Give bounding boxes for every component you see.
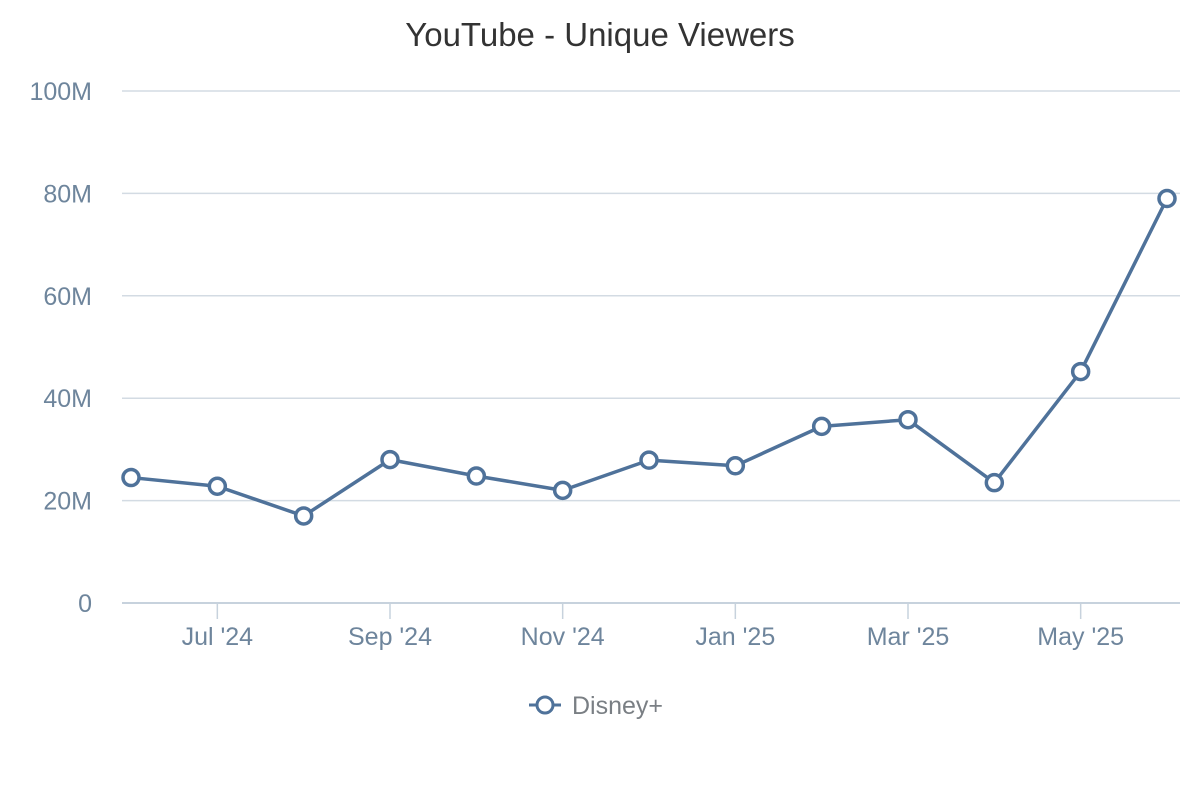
y-tick-label: 100M <box>29 78 92 106</box>
data-point[interactable] <box>380 449 400 470</box>
y-tick-label: 0 <box>78 590 92 618</box>
y-tick-label: 60M <box>43 283 92 311</box>
legend-item-label: Disney+ <box>572 692 663 720</box>
legend[interactable]: Disney+ <box>529 692 663 720</box>
data-point[interactable] <box>1070 361 1091 382</box>
gridlines <box>122 90 1180 604</box>
y-tick-label: 40M <box>43 385 92 413</box>
data-point[interactable] <box>811 416 832 437</box>
data-point[interactable] <box>466 466 487 486</box>
data-point[interactable] <box>984 472 1005 493</box>
x-tick-label: May '25 <box>1037 623 1124 651</box>
x-tick-label: Mar '25 <box>867 623 950 651</box>
y-tick-label: 20M <box>43 488 92 516</box>
data-point[interactable] <box>639 450 659 470</box>
series-layer <box>121 188 1177 526</box>
y-tick-label: 80M <box>43 180 92 208</box>
data-point[interactable] <box>293 506 314 526</box>
x-tick-label: Jul '24 <box>182 623 254 651</box>
x-tick-label: Sep '24 <box>348 623 432 651</box>
chart-title: YouTube - Unique Viewers <box>405 16 795 53</box>
x-tick-label: Nov '24 <box>521 623 605 651</box>
data-point[interactable] <box>898 409 918 430</box>
data-point[interactable] <box>1157 188 1177 209</box>
data-point[interactable] <box>552 480 573 501</box>
data-point[interactable] <box>121 467 141 488</box>
x-axis: Jul '24 Sep '24 Nov '24 Jan '25 Mar '25 May '… <box>182 603 1124 651</box>
x-tick-label: Jan '25 <box>695 623 775 651</box>
y-axis: 0 20M 40M 60M 80M 100M <box>29 78 92 618</box>
data-point[interactable] <box>207 476 228 497</box>
data-point[interactable] <box>725 456 746 476</box>
legend-marker-icon <box>535 695 555 715</box>
